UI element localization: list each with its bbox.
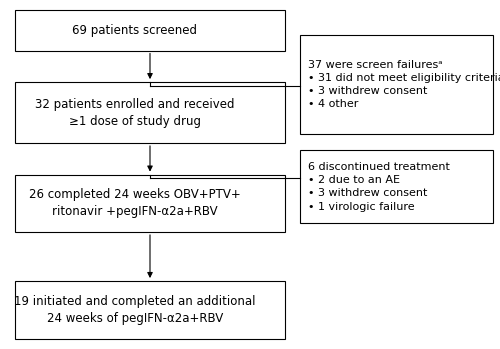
Text: 37 were screen failuresᵃ
• 31 did not meet eligibility criteria
• 3 withdrew con: 37 were screen failuresᵃ • 31 did not me… <box>308 60 500 110</box>
Text: 19 initiated and completed an additional
24 weeks of pegIFN-α2a+RBV: 19 initiated and completed an additional… <box>14 295 256 325</box>
FancyBboxPatch shape <box>15 174 285 232</box>
Text: 6 discontinued treatment
• 2 due to an AE
• 3 withdrew consent
• 1 virologic fai: 6 discontinued treatment • 2 due to an A… <box>308 162 450 211</box>
Text: 32 patients enrolled and received
≥1 dose of study drug: 32 patients enrolled and received ≥1 dos… <box>35 98 235 127</box>
FancyBboxPatch shape <box>15 281 285 339</box>
FancyBboxPatch shape <box>15 10 285 51</box>
Text: 26 completed 24 weeks OBV+PTV+
ritonavir +pegIFN-α2a+RBV: 26 completed 24 weeks OBV+PTV+ ritonavir… <box>29 188 241 218</box>
Text: 69 patients screened: 69 patients screened <box>72 24 198 37</box>
FancyBboxPatch shape <box>300 150 492 223</box>
FancyBboxPatch shape <box>300 35 492 134</box>
FancyBboxPatch shape <box>15 82 285 143</box>
